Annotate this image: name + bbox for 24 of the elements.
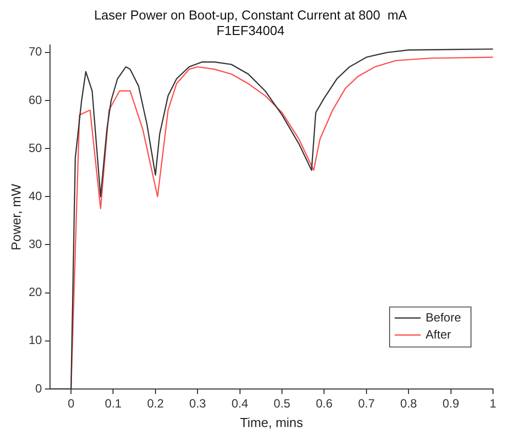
x-tick-label: 0.5 bbox=[274, 396, 291, 411]
x-tick-label: 0 bbox=[68, 396, 75, 411]
legend-label: After bbox=[426, 327, 451, 342]
y-tick-label: 40 bbox=[28, 188, 42, 203]
x-tick-label: 0.6 bbox=[316, 396, 333, 411]
x-tick-label: 0.1 bbox=[104, 396, 122, 411]
x-tick-label: 0.9 bbox=[442, 396, 460, 411]
x-tick-label: 0.7 bbox=[358, 396, 376, 411]
x-tick-label: 0.3 bbox=[189, 396, 206, 411]
x-tick-label: 0.4 bbox=[231, 396, 248, 411]
x-axis-title: Time, mins bbox=[240, 414, 304, 430]
y-tick-label: 60 bbox=[28, 92, 42, 107]
y-tick-label: 10 bbox=[28, 333, 42, 348]
y-tick-label: 0 bbox=[35, 381, 42, 396]
y-tick-label: 20 bbox=[28, 285, 42, 300]
x-tick-label: 0.8 bbox=[400, 396, 418, 411]
y-tick-label: 50 bbox=[28, 140, 42, 155]
y-tick-label: 70 bbox=[28, 44, 42, 59]
chart-title: Laser Power on Boot-up, Constant Current at 800 mA F1EF34004 bbox=[94, 7, 408, 38]
y-axis-title: Power, mW bbox=[8, 183, 24, 250]
legend-label: Before bbox=[426, 310, 462, 324]
y-tick-label: 30 bbox=[28, 237, 42, 252]
x-tick-label: 0.2 bbox=[147, 396, 164, 411]
x-tick-label: 1 bbox=[490, 396, 497, 411]
